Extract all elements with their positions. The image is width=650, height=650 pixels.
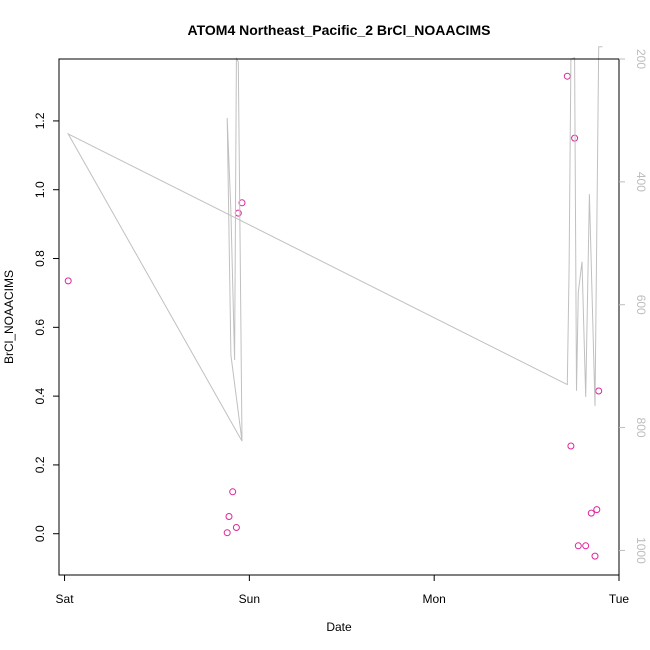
data-point <box>593 506 601 514</box>
x-axis: Sat Sun Mon Tue <box>56 574 630 606</box>
data-point <box>591 552 599 560</box>
y-tick-label: 1.0 <box>33 181 47 198</box>
y-axis-label: BrCl_NOAACIMS <box>2 270 16 364</box>
data-point <box>232 524 240 531</box>
data-point <box>238 199 246 207</box>
y-tick-label: 0.6 <box>33 319 47 336</box>
y-axis: 0.0 0.2 0.4 0.6 0.8 1.0 1.2 <box>33 112 59 542</box>
data-point <box>574 542 582 550</box>
y2-axis: 200 400 600 800 1000 <box>619 49 648 564</box>
data-point <box>563 72 571 80</box>
y-tick-label: 0.0 <box>33 525 47 542</box>
y2-tick-label: 800 <box>634 418 648 438</box>
data-point <box>223 529 231 537</box>
x-tick-label: Sun <box>239 592 260 606</box>
data-point <box>595 387 603 395</box>
data-point <box>225 513 233 520</box>
y-tick-label: 0.2 <box>33 456 47 473</box>
y2-tick-label: 600 <box>634 295 648 315</box>
data-point <box>229 488 237 496</box>
data-point <box>582 542 590 550</box>
x-axis-label: Date <box>326 620 352 634</box>
y2-tick-label: 400 <box>634 172 648 192</box>
y-tick-label: 1.2 <box>33 112 47 129</box>
y2-tick-label: 1000 <box>634 537 648 564</box>
x-tick-label: Tue <box>609 592 630 606</box>
series-line <box>66 46 603 442</box>
x-tick-label: Mon <box>423 592 446 606</box>
plot-frame <box>58 58 620 576</box>
chart-title: ATOM4 Northeast_Pacific_2 BrCl_NOAACIMS <box>188 22 491 38</box>
data-point <box>64 277 72 285</box>
y-tick-label: 0.4 <box>33 387 47 404</box>
data-point <box>234 209 242 217</box>
x-tick-label: Sat <box>56 592 75 606</box>
plot-area <box>64 46 603 560</box>
data-point <box>567 442 575 450</box>
y2-tick-label: 200 <box>634 49 648 69</box>
y-tick-label: 0.8 <box>33 250 47 267</box>
data-point <box>587 509 595 517</box>
